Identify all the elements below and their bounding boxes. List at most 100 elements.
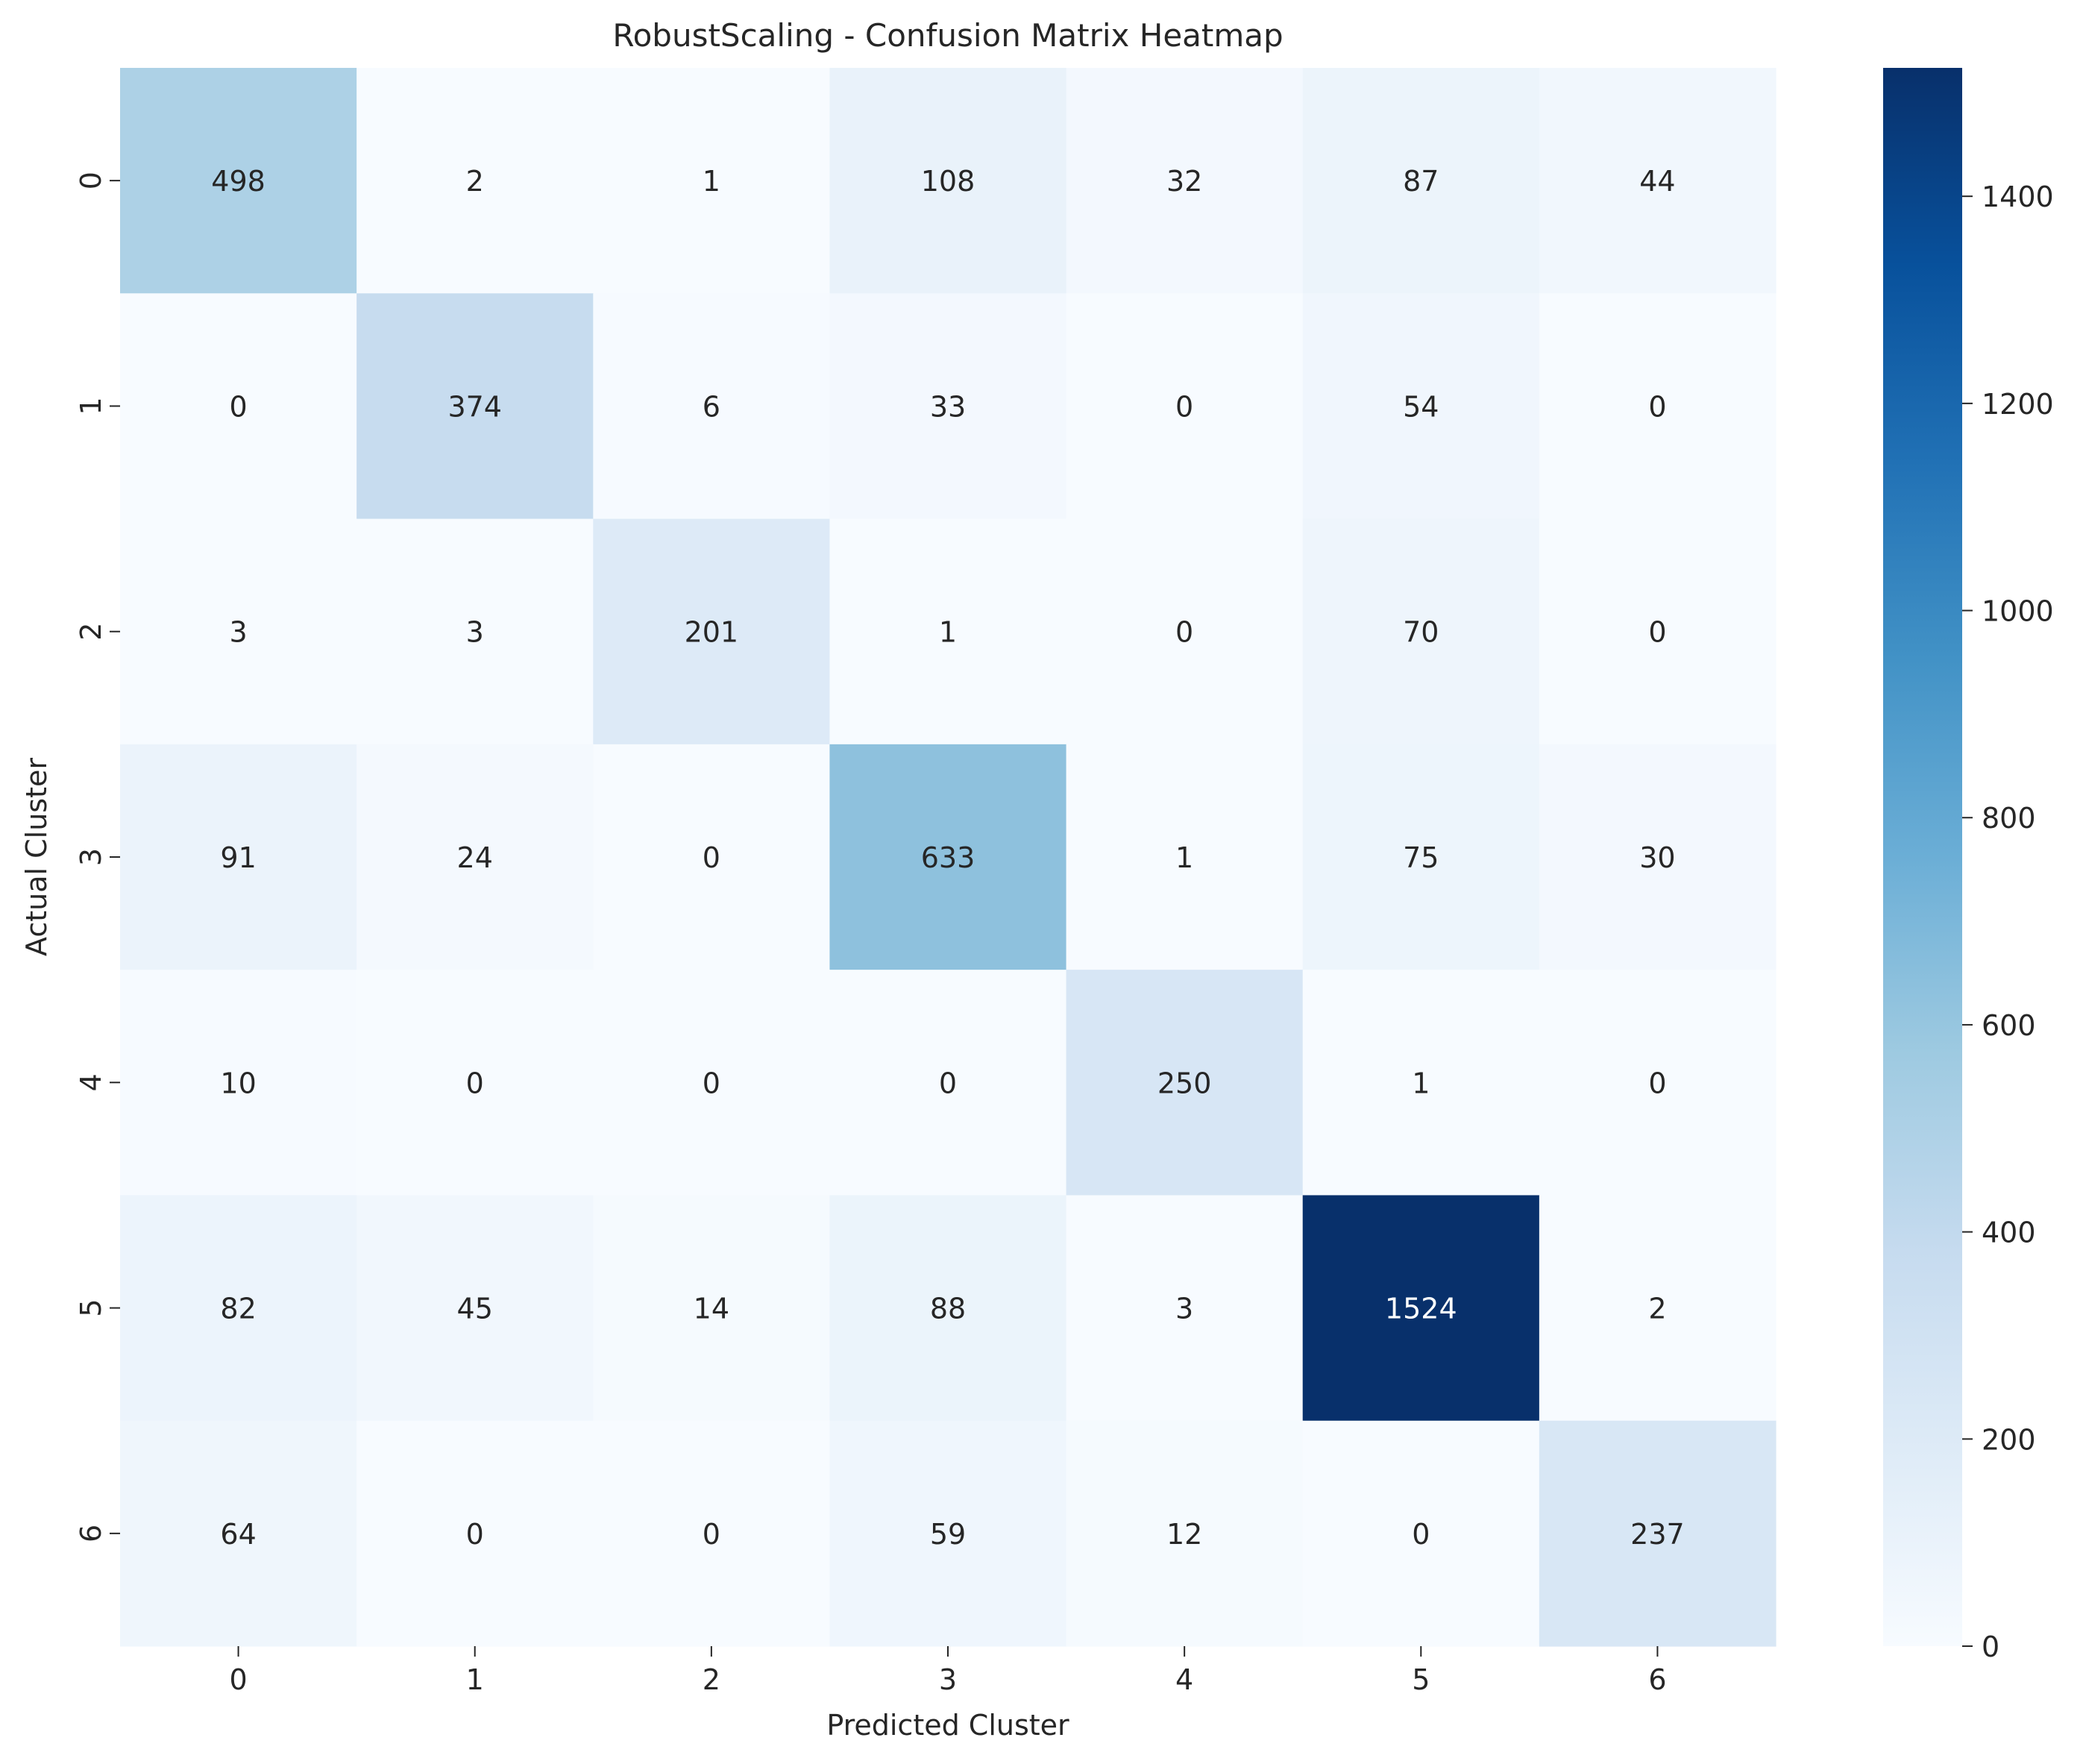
colorbar-tick-label: 200: [1982, 1423, 2036, 1456]
cell-value: 0: [466, 1067, 484, 1099]
cell-value: 1: [939, 616, 957, 649]
heatmap-cell: [120, 1420, 357, 1647]
cell-value: 3: [229, 616, 247, 649]
heatmap-cell: [356, 1195, 594, 1422]
heatmap-cell: [1539, 1195, 1776, 1422]
chart-title: RobustScaling - Confusion Matrix Heatmap: [612, 17, 1283, 54]
heatmap-cell: [829, 293, 1067, 520]
heatmap-cell: [356, 970, 594, 1196]
cell-value: 12: [1166, 1518, 1202, 1551]
y-tick-label: 6: [75, 1525, 107, 1542]
cell-value: 0: [229, 390, 247, 423]
cell-value: 44: [1639, 165, 1675, 198]
x-tick-label: 1: [466, 1663, 484, 1696]
cell-value: 32: [1166, 165, 1202, 198]
colorbar-ticks: 0 200 400 600 800 1000 1200 1400: [1962, 181, 2054, 1663]
cell-value: 250: [1157, 1067, 1212, 1099]
y-tick-label: 5: [75, 1299, 107, 1316]
heatmap-cell: [120, 970, 357, 1196]
x-tick-label: 5: [1412, 1663, 1430, 1696]
cell-value: 10: [220, 1067, 256, 1099]
heatmap-cell: [1302, 1420, 1540, 1647]
heatmap-cell: [593, 970, 831, 1196]
cell-value: 82: [220, 1293, 256, 1325]
cell-value: 0: [1412, 1518, 1430, 1551]
cell-value: 498: [211, 165, 266, 198]
heatmap-cell: [356, 518, 594, 745]
y-tick-label: 3: [75, 848, 107, 866]
heatmap-cell: [593, 518, 831, 745]
heatmap-cell: [356, 68, 594, 294]
cell-value: 1: [1412, 1067, 1430, 1099]
colorbar: [1883, 68, 1962, 1646]
heatmap-cell: [829, 744, 1067, 970]
cell-value: 201: [685, 616, 739, 649]
colorbar-tick-label: 400: [1982, 1217, 2036, 1249]
cell-value: 70: [1403, 616, 1439, 649]
cell-value: 0: [1175, 390, 1193, 423]
cell-value: 0: [703, 1518, 720, 1551]
cell-value: 3: [466, 616, 484, 649]
heatmap-cell: [120, 744, 357, 970]
cell-value: 6: [703, 390, 720, 423]
colorbar-tick-label: 1200: [1982, 388, 2054, 421]
cell-value: 1: [1175, 841, 1193, 874]
cell-value: 91: [220, 841, 256, 874]
cell-value: 75: [1403, 841, 1439, 874]
colorbar-tick-label: 600: [1982, 1009, 2036, 1042]
cell-value: 0: [466, 1518, 484, 1551]
cell-value: 633: [921, 841, 975, 874]
heatmap-cell: [593, 293, 831, 520]
y-tick-label: 1: [75, 397, 107, 415]
heatmap-cell: [829, 518, 1067, 745]
cell-value: 0: [1648, 1067, 1666, 1099]
cell-value: 0: [1648, 616, 1666, 649]
heatmap-cell: [356, 744, 594, 970]
heatmap-cell: [1302, 970, 1540, 1196]
cell-value: 33: [930, 390, 966, 423]
x-axis-label: Predicted Cluster: [826, 1709, 1069, 1742]
heatmap-cell: [593, 68, 831, 294]
heatmap-cell: [356, 293, 594, 520]
x-tick-label: 6: [1648, 1663, 1666, 1696]
heatmap-cell: [1539, 68, 1776, 294]
x-tick-label: 2: [703, 1663, 720, 1696]
colorbar-tick-label: 0: [1982, 1630, 1999, 1663]
heatmap-cell: [1066, 1195, 1304, 1422]
cell-value: 64: [220, 1518, 256, 1551]
heatmap-cell: [829, 970, 1067, 1196]
heatmap-cell: [120, 68, 357, 294]
heatmap-cell: [1066, 293, 1304, 520]
cell-value: 30: [1639, 841, 1675, 874]
cell-annotations: 498 2 1 108 32 87 440 374 6 33 0 54 03 3 201 1 0 70 091 24 0…: [211, 165, 1684, 1551]
cell-value: 0: [1175, 616, 1193, 649]
heatmap-cell: [1302, 744, 1540, 970]
x-tick-label: 4: [1175, 1663, 1193, 1696]
heatmap-cell: [120, 293, 357, 520]
cell-value: 88: [930, 1293, 966, 1325]
x-tick-label: 0: [229, 1663, 247, 1696]
y-tick-label: 4: [75, 1073, 107, 1091]
heatmap-cell: [593, 1420, 831, 1647]
heatmap-cell: [1302, 518, 1540, 745]
colorbar-tick-label: 1000: [1982, 595, 2054, 628]
y-axis-label: Actual Cluster: [20, 758, 53, 956]
heatmap-cell: [593, 1195, 831, 1422]
heatmap-cell: [829, 1420, 1067, 1647]
cell-value: 87: [1403, 165, 1439, 198]
heatmap-cell: [1302, 1195, 1540, 1422]
heatmap-cell: [1302, 68, 1540, 294]
cell-value: 0: [703, 841, 720, 874]
heatmap-cell: [120, 518, 357, 745]
heatmap-cell: [1539, 744, 1776, 970]
heatmap-cell: [1066, 744, 1304, 970]
y-tick-label: 2: [75, 623, 107, 641]
heatmap-cell: [1302, 293, 1540, 520]
heatmap-cell: [1066, 518, 1304, 745]
heatmap-cell: [120, 1195, 357, 1422]
cell-value: 0: [1648, 390, 1666, 423]
heatmap-cell: [829, 1195, 1067, 1422]
cell-value: 59: [930, 1518, 966, 1551]
cell-value: 3: [1175, 1293, 1193, 1325]
cell-value: 24: [457, 841, 493, 874]
